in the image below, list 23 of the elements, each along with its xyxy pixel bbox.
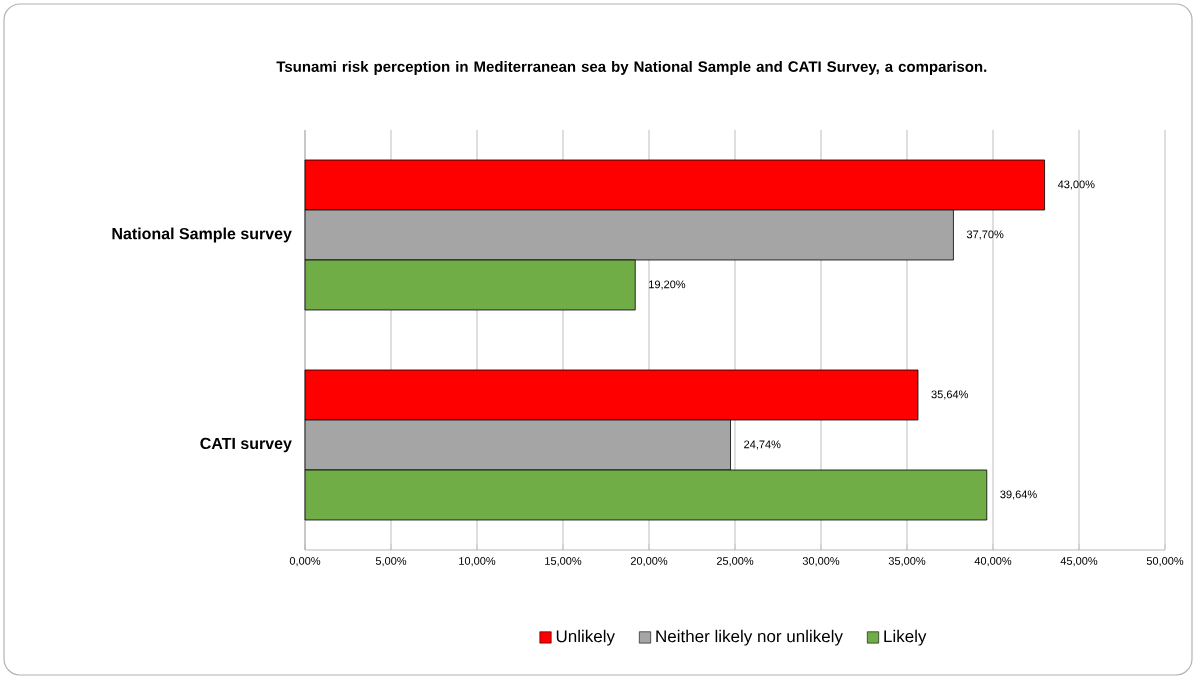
legend-label: Likely <box>884 629 927 646</box>
data-label: 39,64% <box>1000 490 1037 500</box>
x-tick-label: 20,00% <box>630 557 668 567</box>
y-tick-label: National Sample survey <box>112 227 292 243</box>
x-tick-label: 0,00% <box>289 557 321 567</box>
x-tick-label: 50,00% <box>1146 557 1184 567</box>
x-tick-label: 45,00% <box>1060 557 1098 567</box>
x-tick-label: 35,00% <box>888 557 926 567</box>
chart-title: Tsunami risk perception in Mediterranean sea by National Sample and CATI Survey, a comparison. <box>276 60 987 75</box>
x-tick-label: 5,00% <box>375 557 407 567</box>
x-tick-label: 40,00% <box>974 557 1012 567</box>
data-label: 35,64% <box>931 390 968 400</box>
data-label: 19,20% <box>649 280 686 290</box>
data-label: 43,00% <box>1057 180 1095 190</box>
data-label: 37,70% <box>966 230 1004 240</box>
data-label: 24,74% <box>744 440 781 450</box>
legend-label: Neither likely nor unlikely <box>656 629 843 646</box>
x-tick-label: 25,00% <box>716 557 754 567</box>
legend-label: Unlikely <box>556 629 615 646</box>
x-tick-label: 30,00% <box>802 557 840 567</box>
x-tick-label: 10,00% <box>459 557 496 567</box>
x-tick-label: 15,00% <box>545 557 582 567</box>
y-tick-label: CATI survey <box>200 437 292 453</box>
